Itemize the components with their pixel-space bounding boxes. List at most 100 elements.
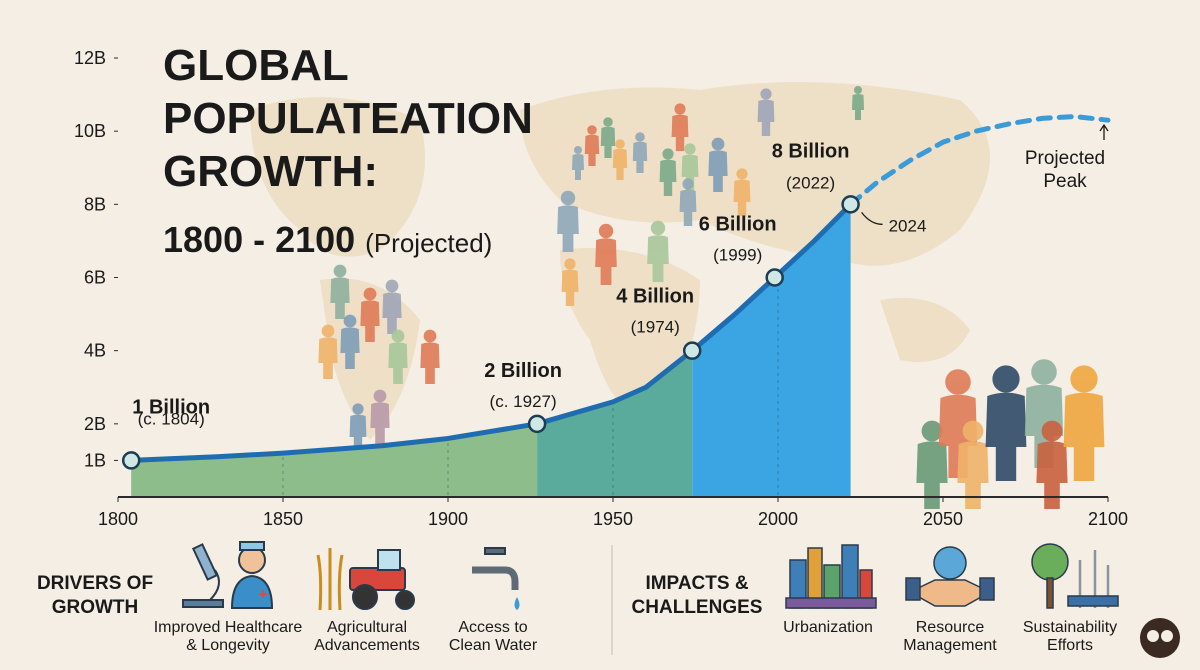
section-item-line: Advancements xyxy=(314,637,420,654)
person-body xyxy=(708,150,728,192)
milestone-label: 4 Billion xyxy=(616,286,694,308)
x-tick-label: 1900 xyxy=(428,509,468,529)
milestone-label: 1 Billion xyxy=(132,396,210,418)
plot-area: 1800 1850 1900 1950 2000 2050 2100 1B 2B 4B 6B 8B 10… xyxy=(74,48,1128,529)
person-figure xyxy=(957,420,989,509)
title-note: (Projected) xyxy=(365,228,492,258)
person-body xyxy=(733,179,751,216)
person-body xyxy=(957,441,989,509)
title-range: 1800 - 2100 (Projected) xyxy=(163,219,492,260)
person-head xyxy=(921,420,943,442)
person-figure xyxy=(360,287,380,342)
annotation-peak-line: Projected xyxy=(1025,148,1105,169)
section-heading-line: DRIVERS OF xyxy=(37,573,153,594)
section-item: Access to Clean Water xyxy=(449,619,538,654)
faucet-icon xyxy=(472,547,520,610)
handshake-icon xyxy=(905,546,995,607)
era-area xyxy=(692,204,851,498)
person-figure xyxy=(708,137,728,192)
x-tick-label: 1800 xyxy=(98,509,138,529)
person-body xyxy=(679,189,697,226)
person-figure xyxy=(679,178,697,226)
microscope-icon xyxy=(182,543,224,608)
person-head xyxy=(423,329,437,343)
person-head xyxy=(560,190,576,206)
section-item-line: Clean Water xyxy=(449,637,538,654)
person-figure xyxy=(681,143,699,191)
person-body xyxy=(916,441,948,509)
section-item-line: Management xyxy=(903,637,997,654)
milestone-marker xyxy=(841,195,860,214)
person-figure xyxy=(318,324,338,379)
person-head xyxy=(385,279,399,293)
person-body xyxy=(420,342,440,384)
section-heading-line: IMPACTS & xyxy=(645,573,748,594)
person-figure xyxy=(330,264,350,319)
person-head xyxy=(854,86,862,94)
section-heading: IMPACTS & CHALLENGES xyxy=(632,573,763,618)
person-head xyxy=(682,178,694,190)
annotation-current: 2024 xyxy=(889,216,927,235)
annotation-peak-line: Peak xyxy=(1043,171,1087,192)
person-figure xyxy=(632,132,648,173)
person-head xyxy=(760,88,772,100)
person-body xyxy=(572,154,584,180)
person-figure xyxy=(612,139,628,180)
driver-icons xyxy=(182,541,520,611)
person-head xyxy=(598,223,614,239)
person-figure xyxy=(382,279,402,334)
y-tick-label: 2B xyxy=(84,414,106,434)
section-heading: DRIVERS OF GROWTH xyxy=(37,573,153,618)
person-figure xyxy=(561,258,579,306)
y-tick-label: 10B xyxy=(74,121,106,141)
person-figure xyxy=(420,329,440,384)
person-figure xyxy=(757,88,775,136)
milestone-marker xyxy=(765,268,784,287)
person-head xyxy=(962,420,984,442)
logo xyxy=(1140,618,1180,658)
person-body xyxy=(938,394,978,478)
person-head xyxy=(343,314,357,328)
sustainability-icon xyxy=(1031,543,1119,609)
person-figure xyxy=(985,365,1027,481)
impact-icons xyxy=(785,543,1119,609)
person-head xyxy=(333,264,347,278)
era-area xyxy=(537,350,693,497)
person-body xyxy=(561,269,579,306)
person-body xyxy=(370,402,390,444)
person-head xyxy=(992,365,1020,393)
person-head xyxy=(615,139,625,149)
milestone-note: (2022) xyxy=(786,173,835,192)
person-head xyxy=(587,125,597,135)
person-head xyxy=(1041,420,1063,442)
person-figure xyxy=(916,420,948,509)
section-heading-line: CHALLENGES xyxy=(632,597,763,618)
annotation-peak: Projected Peak xyxy=(1025,148,1105,192)
section-item: Improved Healthcare & Longevity xyxy=(154,619,303,654)
person-head xyxy=(662,148,674,160)
person-head xyxy=(603,117,613,127)
person-body xyxy=(852,94,864,120)
person-head xyxy=(674,103,686,115)
milestone-marker xyxy=(527,414,547,434)
milestone-label: 8 Billion xyxy=(772,140,850,162)
title-line: GLOBAL xyxy=(163,41,349,90)
person-figure xyxy=(370,389,390,444)
person-body xyxy=(757,99,775,136)
person-figure xyxy=(340,314,360,369)
person-figure xyxy=(572,146,584,180)
person-body xyxy=(671,114,689,151)
person-head xyxy=(1031,359,1057,385)
chart-title: GLOBAL POPULATEATION GROWTH: xyxy=(163,41,533,196)
annotation-arrow xyxy=(861,211,883,225)
y-tick-label: 1B xyxy=(84,450,106,470)
x-tick-label: 2100 xyxy=(1088,509,1128,529)
population-line xyxy=(848,114,1111,207)
person-head xyxy=(391,329,405,343)
wheat-icon xyxy=(316,548,344,611)
person-head xyxy=(711,137,725,151)
milestone-note: (c. 1804) xyxy=(138,409,205,428)
section-item-line: Access to xyxy=(458,619,527,636)
doctor-icon xyxy=(230,541,274,609)
